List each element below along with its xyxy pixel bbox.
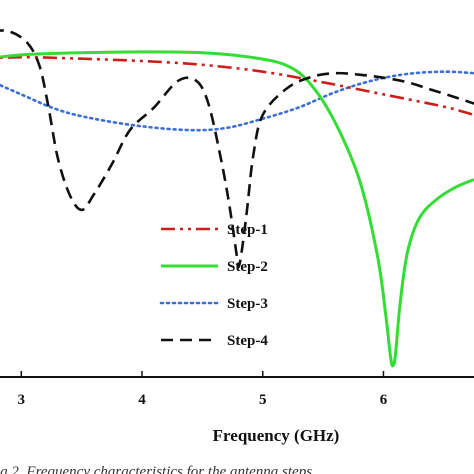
- series-line-step-4: [0, 29, 474, 269]
- series-line-step-2: [0, 50, 474, 368]
- x-tick-label: 6: [380, 392, 388, 408]
- legend-label-step-4: Step-4: [227, 333, 268, 349]
- x-tick-label: 5: [259, 392, 267, 408]
- legend-label-step-2: Step-2: [227, 259, 268, 275]
- series-line-step-1: [0, 55, 474, 117]
- series-line-step-3: [0, 70, 474, 132]
- legend-label-step-3: Step-3: [227, 296, 268, 312]
- x-axis-label: Frequency (GHz): [213, 426, 340, 445]
- x-tick-layer: 3 4 5 6: [18, 371, 388, 408]
- x-tick-label: 4: [138, 392, 146, 408]
- legend-label-step-1: Step-1: [227, 222, 268, 238]
- x-tick-label: 3: [18, 392, 26, 408]
- legend: Step-1 Step-2 Step-3 Step-4: [159, 222, 268, 349]
- series-layer: [0, 29, 474, 368]
- figure-caption: ig 2. Frequency characteristics for the …: [0, 464, 312, 474]
